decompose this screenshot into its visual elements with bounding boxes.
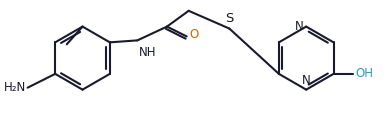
Text: O: O [190, 28, 199, 41]
Text: OH: OH [355, 67, 373, 80]
Text: N: N [295, 20, 303, 33]
Text: N: N [302, 74, 311, 87]
Text: H₂N: H₂N [3, 81, 26, 94]
Text: S: S [225, 12, 233, 25]
Text: NH: NH [139, 46, 156, 59]
